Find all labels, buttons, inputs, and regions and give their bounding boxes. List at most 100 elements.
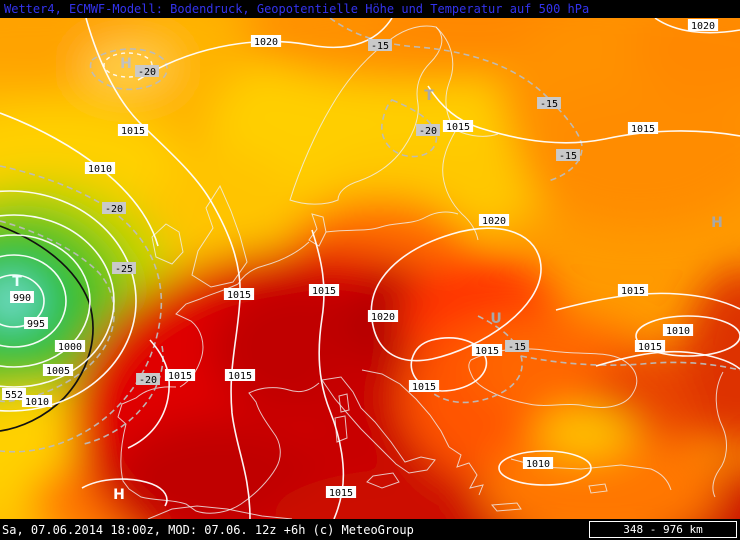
pressure-label: 1020 [250, 35, 282, 48]
isobar-1010-east [635, 315, 740, 357]
pressure-label: 1015 [308, 284, 340, 297]
pressure-label: 1020 [687, 19, 719, 32]
svg-text:1020: 1020 [691, 21, 715, 32]
pressure-label: 1015 [442, 120, 474, 133]
pressure-center-t: T [12, 274, 22, 290]
svg-text:1015: 1015 [329, 488, 353, 499]
pressure-label: 1010 [84, 162, 116, 175]
pressure-label: 1015 [634, 340, 666, 353]
svg-text:-20: -20 [105, 204, 123, 215]
temperature-label: -25 [112, 262, 136, 275]
pressure-label: 1015 [223, 288, 255, 301]
pressure-label: 1015 [164, 369, 196, 382]
svg-text:1015: 1015 [121, 126, 145, 137]
coastline-baltic-south [325, 211, 459, 233]
coastline-turkey [510, 458, 672, 491]
title-bar: Wetter4, ECMWF-Modell: Bodendruck, Geopo… [0, 0, 740, 18]
temperature-label: -15 [505, 340, 529, 353]
coastline-scandinavia [289, 25, 443, 205]
temperature-label: -15 [368, 39, 392, 52]
svg-text:1015: 1015 [621, 286, 645, 297]
pressure-label: 990 [10, 291, 34, 304]
coastline-ireland [151, 223, 184, 265]
weather-map: 1020 1020 1015 1010 1015 1015 1015 1015 1020 1020… [0, 18, 740, 519]
pressure-label: 1020 [367, 310, 399, 323]
svg-text:990: 990 [13, 293, 31, 304]
coastline-italy [321, 376, 436, 474]
svg-text:1010: 1010 [526, 459, 550, 470]
svg-text:1010: 1010 [25, 397, 49, 408]
svg-text:-15: -15 [508, 342, 526, 353]
svg-text:1020: 1020 [371, 312, 395, 323]
temperature-label: -15 [556, 149, 580, 162]
isobar-1000 [0, 234, 91, 368]
isobar-1015-east-lower [595, 350, 740, 370]
map-title: Wetter4, ECMWF-Modell: Bodendruck, Geopo… [4, 2, 590, 16]
coastline-africa [147, 505, 293, 519]
svg-text:1015: 1015 [312, 286, 336, 297]
svg-text:1020: 1020 [254, 37, 278, 48]
isobar-1020-northeast [654, 18, 740, 34]
coastline-adriatic [361, 369, 450, 448]
temperature-label: -15 [537, 97, 561, 110]
isobar-995 [0, 254, 67, 348]
coastline-britain [191, 184, 248, 288]
svg-text:1015: 1015 [412, 382, 436, 393]
temperature-field [0, 18, 740, 519]
coastline-finland [435, 26, 499, 137]
temperature-label: -20 [102, 202, 126, 215]
coastline-greece [448, 446, 484, 496]
svg-text:-25: -25 [115, 264, 133, 275]
coastline-corsica [338, 393, 350, 413]
svg-text:1015: 1015 [227, 290, 251, 301]
svg-text:1010: 1010 [88, 164, 112, 175]
pressure-label: 1015 [224, 369, 256, 382]
temperature-label: -20 [135, 65, 159, 78]
pressure-center-u: U [490, 311, 501, 327]
coastline-denmark [308, 213, 327, 247]
pressure-center-h: H [120, 56, 132, 72]
svg-text:-15: -15 [540, 99, 558, 110]
temp-contour-minus20-west [0, 165, 163, 453]
timestamp-text: Sa, 07.06.2014 18:00z, MOD: 07.06. 12z +… [2, 522, 414, 537]
isobar-1005 [0, 214, 115, 388]
svg-text:1015: 1015 [638, 342, 662, 353]
isobar-1020-north [137, 18, 393, 81]
coastline-baltic-east [442, 129, 479, 241]
isobar-1015-west [85, 18, 251, 519]
temp-contour-minus20-scandinavia [381, 99, 438, 158]
pressure-label: 1010 [21, 395, 53, 408]
svg-text:1015: 1015 [475, 346, 499, 357]
pressure-center-h: H [711, 215, 723, 231]
temp-contour-minus15-north [329, 18, 583, 182]
pressure-label: 1020 [478, 214, 510, 227]
coastline-blacksea [468, 348, 638, 408]
coastline-sardinia [334, 415, 348, 443]
scale-indicator: 348 - 976 km [589, 521, 737, 538]
temperature-label: -20 [416, 124, 440, 137]
map-labels: 1020 1020 1015 1010 1015 1015 1015 1015 1020 1020… [2, 19, 723, 503]
svg-text:-15: -15 [559, 151, 577, 162]
svg-text:1015: 1015 [168, 371, 192, 382]
svg-text:552: 552 [5, 390, 23, 401]
temperature-contours [0, 18, 740, 453]
svg-text:-20: -20 [138, 67, 156, 78]
svg-text:-20: -20 [139, 375, 157, 386]
svg-text:1015: 1015 [228, 371, 252, 382]
status-bar: Sa, 07.06.2014 18:00z, MOD: 07.06. 12z +… [0, 519, 740, 540]
height-contours [0, 225, 94, 432]
pressure-label: 1015 [617, 284, 649, 297]
svg-text:-15: -15 [371, 41, 389, 52]
isobar-1015-scandinavia [427, 85, 740, 144]
pressure-label: 1010 [522, 457, 554, 470]
pressure-label: 1015 [627, 122, 659, 135]
isobar-1020-central [370, 227, 542, 362]
temp-contour-minus25-west [0, 220, 115, 403]
svg-text:1015: 1015 [631, 124, 655, 135]
svg-text:1005: 1005 [46, 366, 70, 377]
temp-contour-minus20-nw [89, 48, 168, 91]
coastline-northsea [175, 241, 310, 388]
isobar-990 [0, 274, 45, 328]
svg-text:1010: 1010 [666, 326, 690, 337]
svg-text:1015: 1015 [446, 122, 470, 133]
